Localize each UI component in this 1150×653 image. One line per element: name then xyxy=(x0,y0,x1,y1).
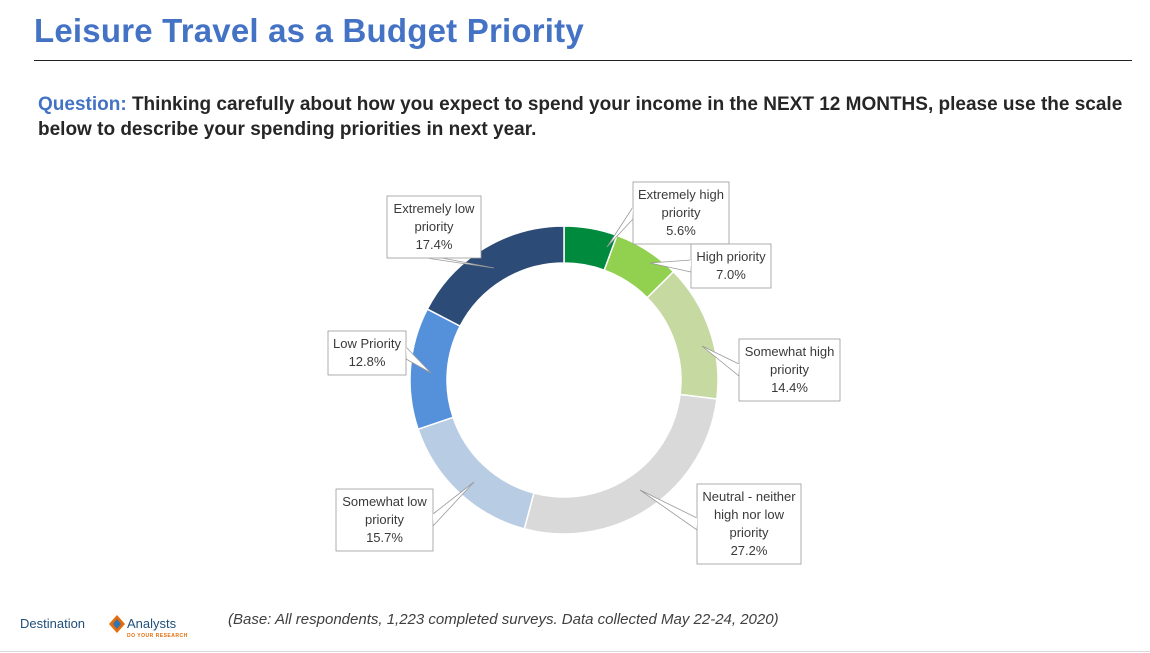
callout-pointer xyxy=(639,489,698,531)
callout-category-label: Somewhat low xyxy=(342,494,427,509)
callout-value-label: 12.8% xyxy=(349,354,386,369)
callout-category-label: Neutral - neither xyxy=(702,489,796,504)
logo-word-analysts: Analysts xyxy=(127,616,177,631)
callout-value-label: 5.6% xyxy=(666,223,696,238)
callout-box xyxy=(335,488,434,552)
callout-value-label: 17.4% xyxy=(416,237,453,252)
callout-3: Somewhat high priority 14.4% xyxy=(701,338,841,402)
callout-value-label: 14.4% xyxy=(771,380,808,395)
callout-category-label: priority xyxy=(414,219,454,234)
donut-slice-4 xyxy=(523,393,718,535)
callout-box xyxy=(690,243,772,289)
donut-slices xyxy=(409,225,719,535)
callout-7: Extremely low priority 17.4% xyxy=(386,195,495,269)
callout-category-label: priority xyxy=(770,362,810,377)
survey-question: Question: Thinking carefully about how y… xyxy=(38,92,1128,142)
callout-box xyxy=(327,330,407,376)
callout-category-label: Somewhat high xyxy=(745,344,835,359)
callout-box xyxy=(632,181,730,245)
destination-analysts-logo: Destination Analysts DO YOUR RESEARCH xyxy=(20,612,190,642)
callout-1: Extremely high priority 5.6% xyxy=(606,181,730,248)
title-divider xyxy=(34,60,1132,61)
callout-box xyxy=(696,483,802,565)
callout-pointer-join xyxy=(632,207,633,219)
logo-word-destination: Destination xyxy=(20,616,86,631)
callout-category-label: priority xyxy=(661,205,701,220)
callout-value-label: 27.2% xyxy=(731,543,768,558)
callout-category-label: High priority xyxy=(696,249,766,264)
callout-category-label: Extremely low xyxy=(394,201,476,216)
callout-pointer-join xyxy=(695,517,697,530)
callout-pointer-join xyxy=(433,513,434,526)
callout-pointer-join xyxy=(738,363,739,376)
question-label: Question: xyxy=(38,94,127,115)
question-text: Thinking carefully about how you expect … xyxy=(38,94,1123,140)
donut-slice-6 xyxy=(409,308,462,431)
callout-category-label: high nor low xyxy=(714,507,785,522)
callout-4: Neutral - neither high nor low priority 27.… xyxy=(639,483,802,565)
donut-slice-3 xyxy=(646,270,719,400)
callout-2: High priority 7.0% xyxy=(649,243,772,289)
donut-callouts: Extremely high priority 5.6%High priority 7… xyxy=(327,181,841,565)
callout-pointer xyxy=(432,481,475,528)
logo-diamond-icon xyxy=(109,615,125,633)
callout-category-label: Low Priority xyxy=(333,336,401,351)
callout-category-label: priority xyxy=(365,512,405,527)
page-title: Leisure Travel as a Budget Priority xyxy=(34,12,584,49)
callout-value-label: 7.0% xyxy=(716,267,746,282)
callout-6: Low Priority 12.8% xyxy=(327,330,432,376)
callout-value-label: 15.7% xyxy=(366,530,403,545)
callout-category-label: priority xyxy=(729,525,769,540)
bottom-divider xyxy=(0,651,1150,652)
callout-5: Somewhat low priority 15.7% xyxy=(335,481,475,552)
logo-tagline: DO YOUR RESEARCH xyxy=(127,633,188,639)
callout-category-label: Extremely high xyxy=(638,187,724,202)
donut-slice-7 xyxy=(426,225,565,328)
base-note: (Base: All respondents, 1,223 completed … xyxy=(228,611,779,628)
callout-pointer-join xyxy=(690,260,691,272)
callout-box xyxy=(738,338,841,402)
callout-box xyxy=(386,195,482,259)
